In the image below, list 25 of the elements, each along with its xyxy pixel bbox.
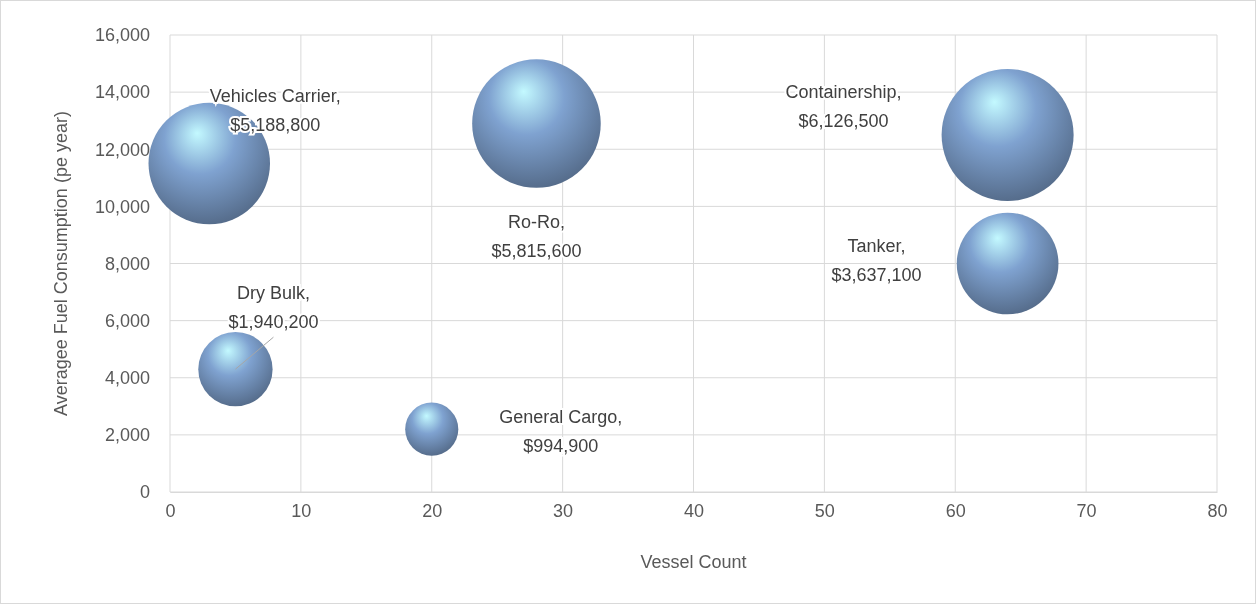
y-tick-label: 12,000 <box>94 139 150 160</box>
x-tick-label: 30 <box>553 500 574 521</box>
annotation: Tanker, $3,637,100 <box>831 236 922 285</box>
y-tick-label: 14,000 <box>94 82 150 103</box>
annotation: Dry Bulk, $1,940,200 <box>228 282 319 332</box>
annotation: General Cargo, $994,900 <box>499 406 623 456</box>
y-tick-label: 10,000 <box>94 196 150 217</box>
y-tick-label: 8,000 <box>104 253 150 274</box>
x-tick-label: 80 <box>1207 500 1228 521</box>
annotation: Containership, $6,126,500 <box>785 82 902 132</box>
x-tick-label: 60 <box>945 500 966 521</box>
x-tick-label: 20 <box>422 500 443 521</box>
y-tick-label: 2,000 <box>104 425 150 446</box>
y-tick-label: 6,000 <box>104 310 150 331</box>
y-axis-title: Averagee Fuel Consumption (pe year) <box>51 111 71 416</box>
x-tick-label: 40 <box>683 500 705 521</box>
y-tick-label: 16,000 <box>94 25 150 46</box>
y-tick-label: 0 <box>139 482 150 503</box>
annotation: Ro-Ro, $5,815,600 <box>491 212 582 262</box>
y-tick-label: 4,000 <box>104 368 150 389</box>
x-tick-label: 70 <box>1076 500 1097 521</box>
x-tick-label: 10 <box>291 500 312 521</box>
x-tick-label: 0 <box>165 500 176 521</box>
x-axis-title: Vessel Count <box>640 552 747 572</box>
x-tick-label: 50 <box>814 500 835 521</box>
